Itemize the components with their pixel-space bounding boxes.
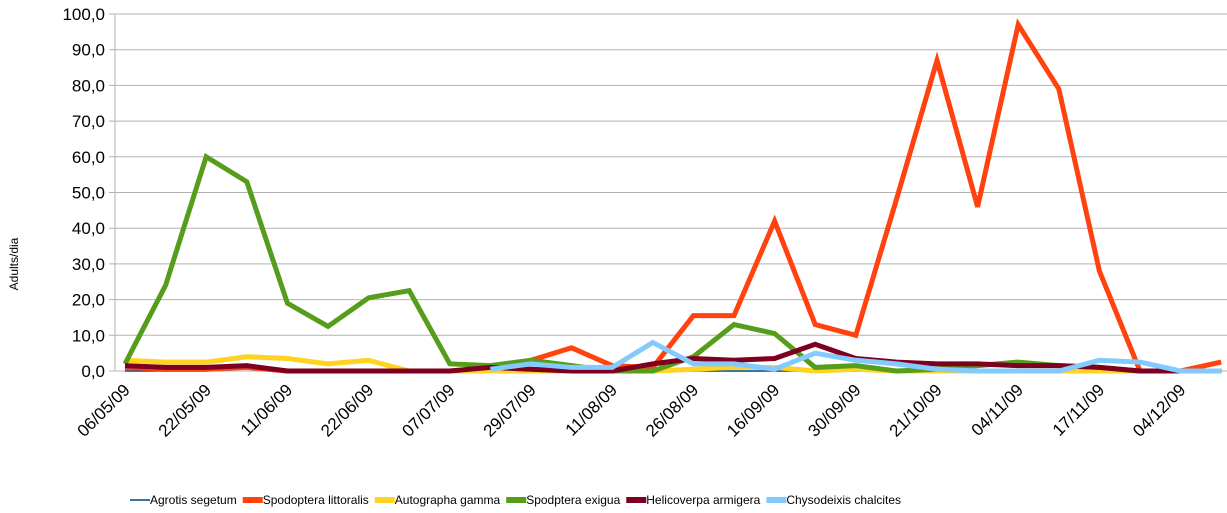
y-tick-label: 80,0 bbox=[72, 76, 105, 95]
y-tick-label: 50,0 bbox=[72, 184, 105, 203]
y-tick-label: 40,0 bbox=[72, 219, 105, 238]
series-line bbox=[124, 18, 1222, 374]
legend-label: Helicoverpa armigera bbox=[646, 493, 760, 507]
x-tick-label: 06/05/09 bbox=[74, 380, 134, 440]
y-tick-label: 100,0 bbox=[62, 5, 105, 24]
x-tick-label: 04/12/09 bbox=[1129, 380, 1189, 440]
y-tick-label: 60,0 bbox=[72, 148, 105, 167]
y-tick-label: 20,0 bbox=[72, 291, 105, 310]
y-tick-label: 70,0 bbox=[72, 112, 105, 131]
x-tick-label: 16/09/09 bbox=[723, 380, 783, 440]
x-tick-label: 29/07/09 bbox=[480, 380, 540, 440]
legend-label: Spodoptera littoralis bbox=[263, 493, 369, 507]
x-tick-label: 04/11/09 bbox=[968, 380, 1027, 439]
legend: Agrotis segetum Spodoptera littoralis Auto… bbox=[130, 493, 901, 507]
y-axis-label: Adults/dia bbox=[7, 237, 21, 290]
x-tick-label: 21/10/09 bbox=[886, 380, 946, 440]
x-tick-label: 11/06/09 bbox=[237, 380, 296, 439]
x-tick-label: 26/08/09 bbox=[642, 380, 702, 440]
legend-label: Chysodeixis chalcites bbox=[786, 493, 901, 507]
legend-label: Spodptera exigua bbox=[526, 493, 620, 507]
x-tick-label: 07/07/09 bbox=[398, 380, 458, 440]
x-tick-label: 22/06/09 bbox=[317, 380, 377, 440]
series-line bbox=[124, 341, 1222, 374]
x-tick-label: 30/09/09 bbox=[804, 380, 864, 440]
y-tick-label: 0,0 bbox=[81, 362, 105, 381]
y-tick-label: 30,0 bbox=[72, 255, 105, 274]
x-tick-label: 17/11/09 bbox=[1049, 380, 1108, 439]
y-tick-label: 90,0 bbox=[72, 41, 105, 60]
x-tick-label: 22/05/09 bbox=[155, 380, 215, 440]
legend-label: Autographa gamma bbox=[395, 493, 501, 507]
legend-label: Agrotis segetum bbox=[150, 493, 237, 507]
x-tick-label: 11/08/09 bbox=[562, 380, 621, 439]
series-line bbox=[490, 339, 1222, 374]
y-tick-label: 10,0 bbox=[72, 326, 105, 345]
